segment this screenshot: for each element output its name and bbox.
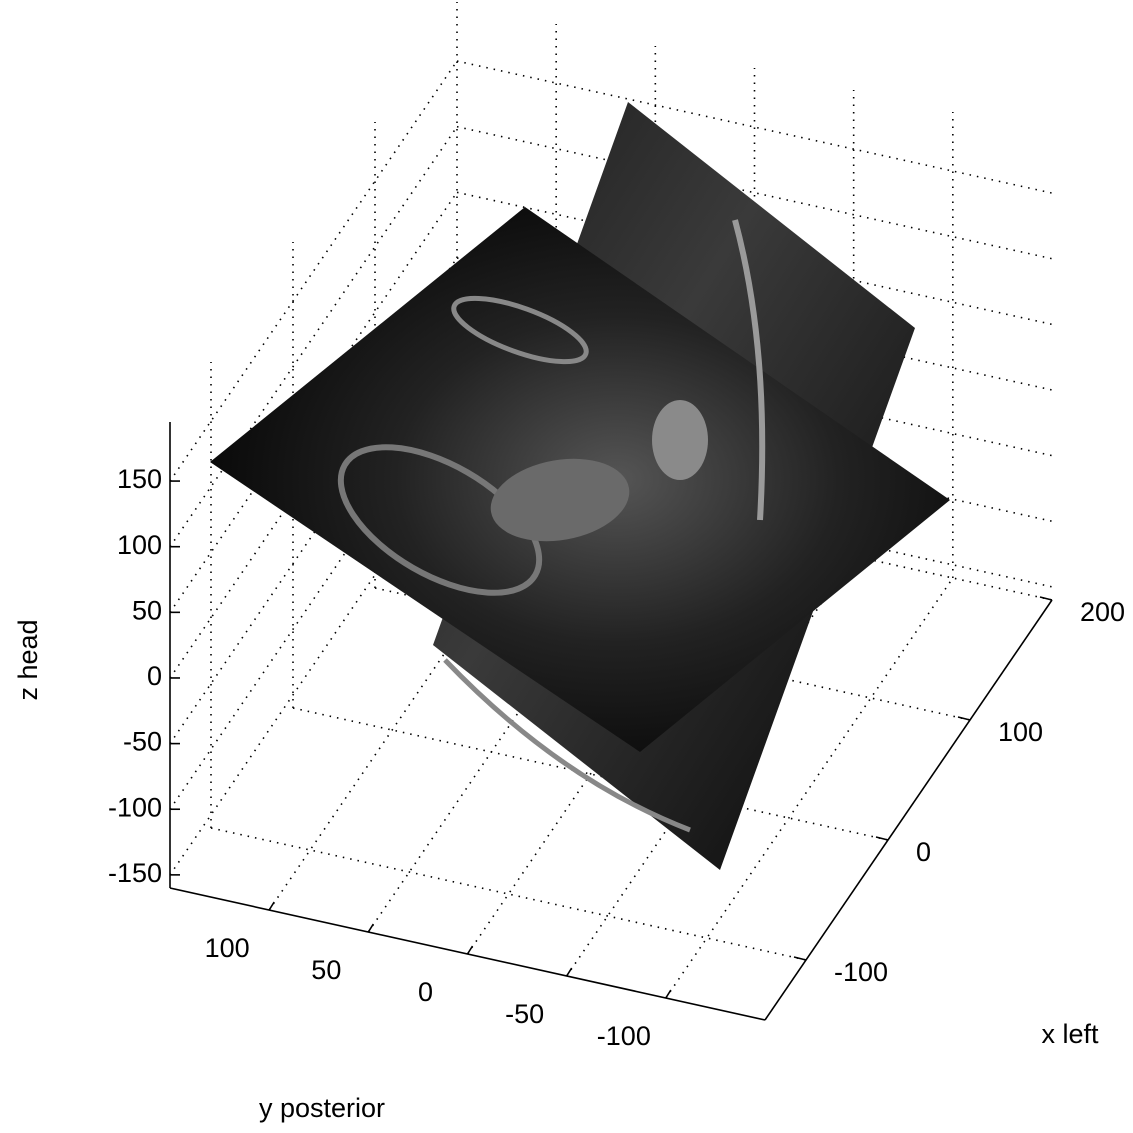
tick-mark [466,945,474,955]
y-tick-label: 50 [311,955,341,985]
y-tick-label: -100 [597,1021,651,1051]
z-tick-label: -150 [108,858,162,888]
anatomy [451,295,589,365]
z-tick-label: 50 [132,595,162,625]
tick-mark [367,923,375,933]
y-tick-label: 0 [418,977,433,1007]
x-tick-label: 0 [916,837,931,867]
z-axis-label: z head [13,619,43,700]
y-tick-label: -50 [505,999,544,1029]
x-tick-label: 100 [998,717,1043,747]
z-tick-label: 0 [147,661,162,691]
tick-mark [1039,596,1053,601]
tick-mark [875,836,889,841]
x-tick-label: -100 [834,957,888,987]
tick-mark [268,901,275,911]
anatomy [652,400,708,480]
z-tick-label: -100 [108,792,162,822]
y-axis-label: y posterior [259,1093,385,1123]
z-tick-label: -50 [123,727,162,757]
tick-mark [793,956,807,961]
image-slices [210,102,950,870]
z-tick-label: 100 [117,530,162,560]
z-tick-label: 150 [117,464,162,494]
y-tick-label: 100 [205,933,250,963]
tick-mark [665,989,672,999]
anatomy [490,458,630,542]
anatomy [443,658,691,833]
x-axis [764,599,1053,1021]
tick-mark [565,967,573,977]
tick-mark [957,716,971,721]
anatomy [732,219,766,521]
anatomy [337,444,543,596]
x-axis-label: x left [1041,1019,1099,1049]
x-tick-label: 200 [1080,597,1125,627]
axes: -100 0 100 200 100 50 0 -50 -100 -150 -100 -50 0 50 10… [108,422,1125,1051]
